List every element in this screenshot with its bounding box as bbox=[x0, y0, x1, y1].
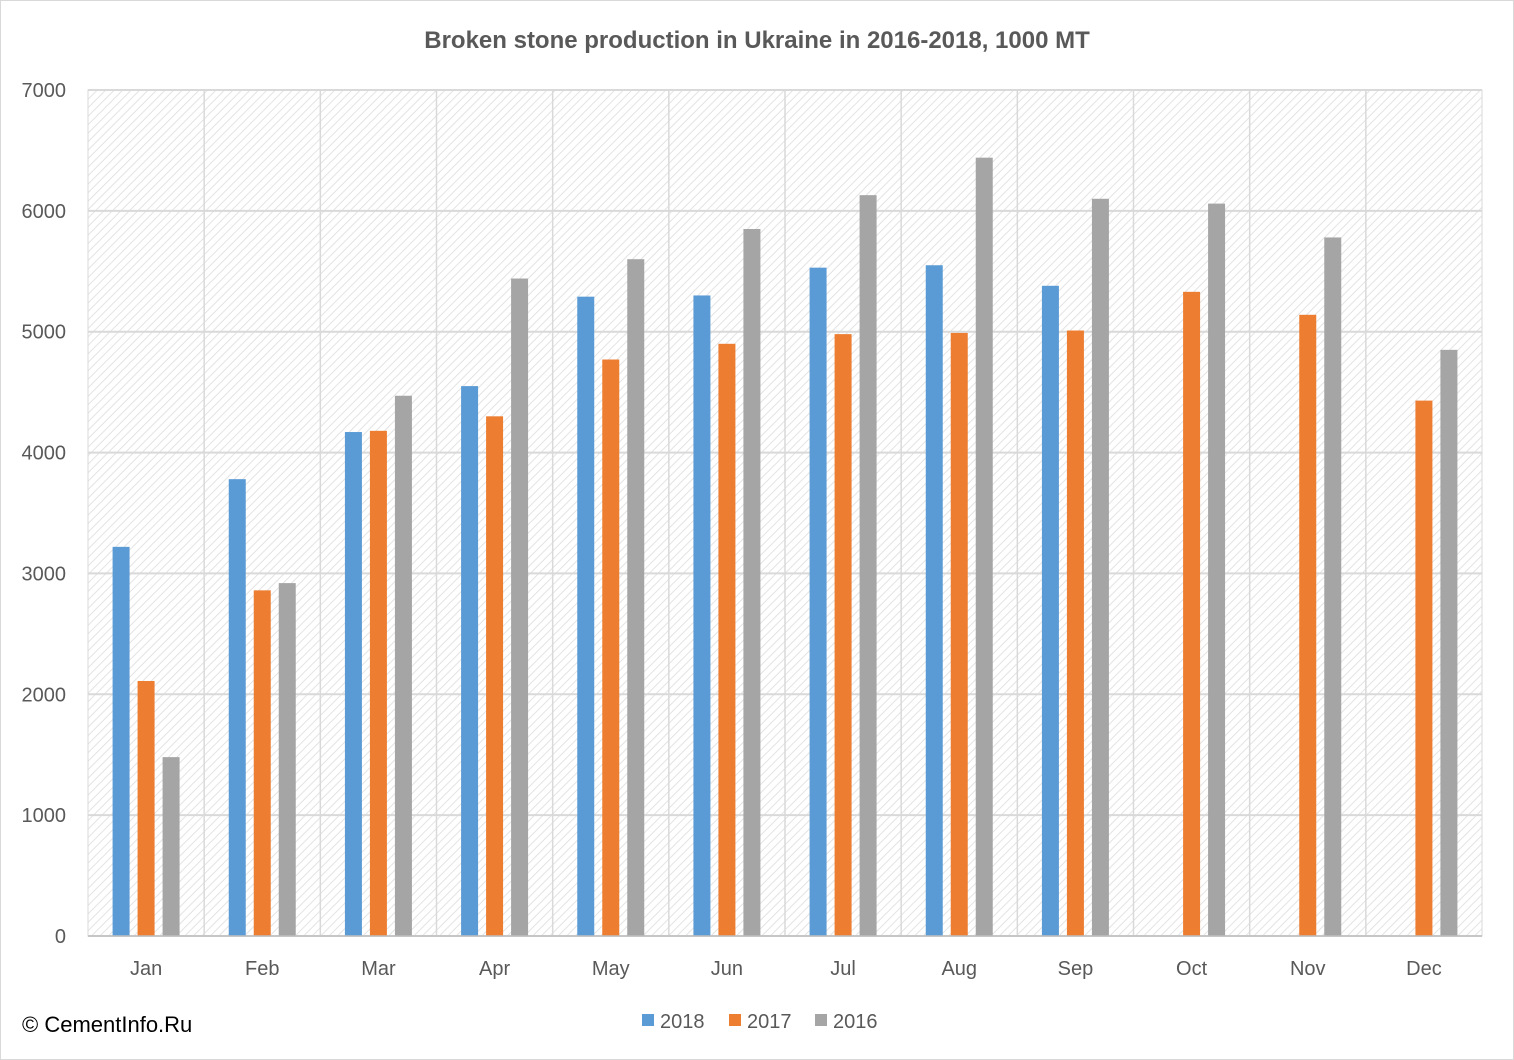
x-tick-label: Aug bbox=[941, 958, 977, 980]
y-tick-label: 0 bbox=[55, 926, 66, 948]
grid bbox=[88, 89, 1482, 937]
bar-2018-Jan bbox=[112, 546, 130, 936]
bar-2018-Aug bbox=[925, 265, 943, 936]
legend-label-2017: 2017 bbox=[747, 1011, 792, 1033]
x-tick-label: Feb bbox=[245, 958, 279, 980]
bar-2017-Jun bbox=[718, 343, 736, 936]
legend-swatch-2017 bbox=[729, 1014, 741, 1026]
bar-2017-Mar bbox=[369, 430, 387, 936]
bar-2018-Apr bbox=[461, 386, 479, 937]
legend-label-2018: 2018 bbox=[660, 1011, 705, 1033]
bar-2018-May bbox=[577, 296, 595, 936]
bar-2016-Sep bbox=[1091, 198, 1109, 936]
axes: 0 1000 2000 3000 4000 5000 6000 7000 Jan Feb Mar Ap… bbox=[22, 80, 1482, 980]
bar-2016-May bbox=[627, 259, 645, 936]
bar-2017-Nov bbox=[1299, 314, 1317, 936]
legend-label-2016: 2016 bbox=[833, 1011, 878, 1033]
bar-2018-Sep bbox=[1041, 285, 1059, 936]
bar-2016-Apr bbox=[511, 278, 529, 937]
bar-2016-Oct bbox=[1208, 203, 1226, 936]
y-tick-label: 6000 bbox=[22, 201, 67, 223]
bar-2017-Oct bbox=[1183, 291, 1201, 936]
bar-2017-Feb bbox=[253, 590, 271, 936]
y-tick-label: 7000 bbox=[22, 80, 67, 102]
legend: 2018 2017 2016 bbox=[642, 1011, 878, 1033]
bar-2017-Jul bbox=[834, 334, 852, 936]
bar-2016-Nov bbox=[1324, 237, 1342, 937]
bar-2018-Mar bbox=[344, 432, 362, 936]
bar-2018-Feb bbox=[228, 479, 246, 936]
x-tick-label: Apr bbox=[479, 958, 510, 980]
x-tick-label: Mar bbox=[361, 958, 396, 980]
copyright-text: © CementInfo.Ru bbox=[22, 1012, 193, 1037]
y-tick-label: 2000 bbox=[22, 684, 67, 706]
bar-2016-Jun bbox=[743, 228, 761, 936]
x-tick-label: Jul bbox=[830, 958, 856, 980]
bar-2017-Sep bbox=[1066, 330, 1084, 936]
bar-2016-Feb bbox=[278, 583, 296, 936]
x-tick-label: Oct bbox=[1176, 958, 1208, 980]
bar-2016-Jan bbox=[162, 757, 180, 936]
legend-swatch-2018 bbox=[642, 1014, 654, 1026]
x-tick-label: May bbox=[592, 958, 630, 980]
legend-swatch-2016 bbox=[815, 1014, 827, 1026]
bar-2017-Apr bbox=[486, 416, 504, 936]
bar-2017-Aug bbox=[950, 332, 968, 936]
x-tick-label: Sep bbox=[1058, 958, 1094, 980]
bar-2016-Dec bbox=[1440, 349, 1458, 936]
y-tick-label: 4000 bbox=[22, 443, 67, 465]
bar-2017-May bbox=[602, 359, 620, 936]
bar-2016-Mar bbox=[394, 395, 412, 937]
bar-2017-Dec bbox=[1415, 400, 1433, 936]
x-tick-label: Jan bbox=[130, 958, 162, 980]
bar-2016-Aug bbox=[975, 157, 993, 936]
bar-2016-Jul bbox=[859, 195, 877, 936]
x-tick-label: Jun bbox=[711, 958, 743, 980]
x-tick-label: Dec bbox=[1406, 958, 1442, 980]
bar-2018-Jun bbox=[693, 295, 711, 936]
bars bbox=[112, 157, 1458, 937]
y-tick-label: 5000 bbox=[22, 322, 67, 344]
bar-2017-Jan bbox=[137, 680, 155, 936]
bar-2018-Jul bbox=[809, 267, 827, 936]
x-tick-label: Nov bbox=[1290, 958, 1326, 980]
y-tick-label: 3000 bbox=[22, 563, 67, 585]
chart-title: Broken stone production in Ukraine in 20… bbox=[424, 27, 1090, 54]
y-tick-label: 1000 bbox=[22, 805, 67, 827]
